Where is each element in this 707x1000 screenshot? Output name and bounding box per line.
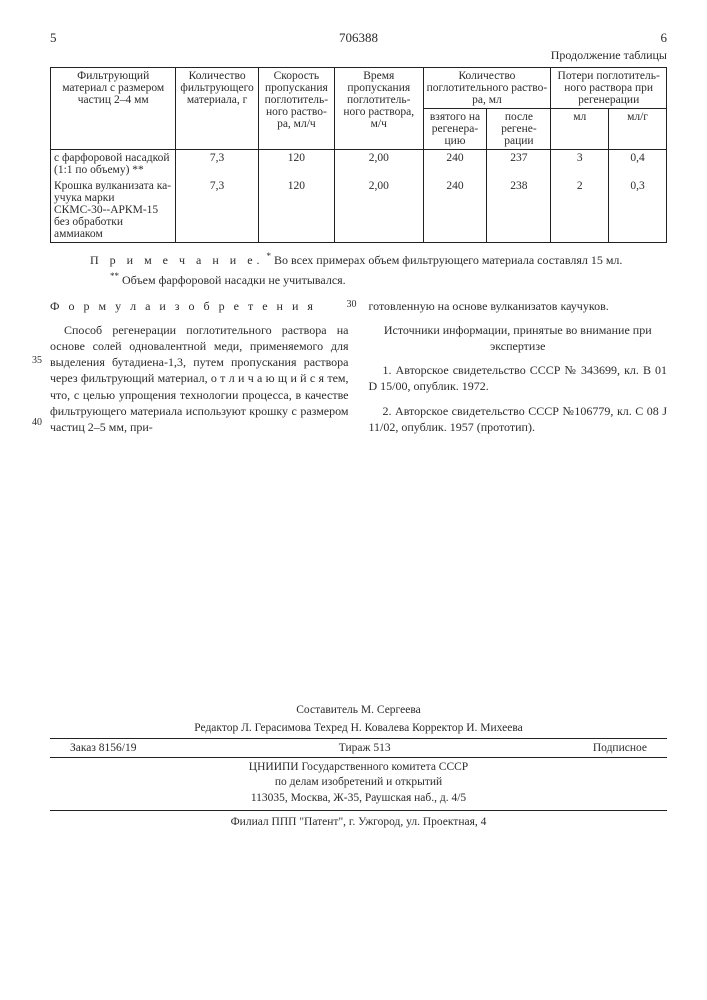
table-row: Крошка вул­канизата ка­учука марки СКМС-… xyxy=(51,178,667,243)
table-note-2: ** Объем фарфоровой насадки не учитывалс… xyxy=(110,271,667,288)
table-continuation-label: Продолжение таблицы xyxy=(50,48,667,63)
table-note-1: П р и м е ч а н и е. * Во всех примерах … xyxy=(90,251,667,269)
two-column-text: Ф о р м у л а и з о б р е т е н и я 35 4… xyxy=(50,298,667,444)
note-text: Объем фарфоровой насадки не учитывался. xyxy=(122,273,346,287)
cell: 0,3 xyxy=(609,178,667,243)
note-text: Во всех примерах объем фильтрующего мате… xyxy=(274,253,622,267)
asterisk-icon: * xyxy=(267,251,272,261)
cell: 3 xyxy=(551,150,609,179)
formula-title: Ф о р м у л а и з о б р е т е н и я xyxy=(50,298,349,314)
cell: 7,3 xyxy=(176,150,258,179)
left-column: Ф о р м у л а и з о б р е т е н и я 35 4… xyxy=(50,298,349,444)
cell-material: Крошка вул­канизата ка­учука марки СКМС-… xyxy=(51,178,176,243)
cell: 7,3 xyxy=(176,178,258,243)
col-rate: Ско­рость пропус­кания погло­титель­ного… xyxy=(258,68,334,150)
source-2: 2. Авторское свидетельство СССР №106779,… xyxy=(369,403,668,435)
org-line-2: по делам изобретений и открытий xyxy=(50,775,667,791)
col-loss-ml: мл xyxy=(551,109,609,150)
organisation-block: ЦНИИПИ Государственного комитета СССР по… xyxy=(50,760,667,812)
filial-line: Филиал ППП "Патент", г. Ужгород, ул. Про… xyxy=(50,815,667,831)
cell: 2 xyxy=(551,178,609,243)
header-numbers: 5 706388 6 xyxy=(50,30,667,46)
line-number: 35 xyxy=(32,354,42,368)
editors-line: Редактор Л. Герасимова Техред Н. Ковалев… xyxy=(50,721,667,740)
cell: 240 xyxy=(423,150,487,179)
cell: 0,4 xyxy=(609,150,667,179)
line-number: 30 xyxy=(347,298,357,312)
col-qty: Количес­тво фильт­рующего материа­ла, г xyxy=(176,68,258,150)
cell: 120 xyxy=(258,150,334,179)
col-after: после регене­рации xyxy=(487,109,551,150)
cell: 240 xyxy=(423,178,487,243)
cell-material: с фарфоровой насадкой (1:1 по объе­му) *… xyxy=(51,150,176,179)
order-line: Заказ 8156/19 Тираж 513 Подписное xyxy=(50,741,667,758)
note-label: П р и м е ч а н и е. xyxy=(90,253,264,267)
order-num: Заказ 8156/19 xyxy=(70,741,137,757)
right-p1: готовленную на основе вулканизатов ка­уч… xyxy=(369,298,668,314)
imprint-block: Составитель М. Сергеева Редактор Л. Гера… xyxy=(50,703,667,831)
cell: 2,00 xyxy=(335,178,424,243)
col-loss-mlg: мл/г xyxy=(609,109,667,150)
col-material: Фильтрующий материал с размером час­тиц … xyxy=(51,68,176,150)
right-col-number: 6 xyxy=(661,30,668,46)
col-taken: взято­го на реге­нера­цию xyxy=(423,109,487,150)
double-asterisk-icon: ** xyxy=(110,271,119,281)
line-number: 40 xyxy=(32,416,42,430)
col-loss: Потери поглотитель­ного раствора при рег… xyxy=(551,68,667,109)
compiler-line: Составитель М. Сергеева xyxy=(50,703,667,719)
col-amount: Количество поглотитель­ного раство­ра, м… xyxy=(423,68,551,109)
patent-number: 706388 xyxy=(57,30,661,46)
table-row: с фарфоровой насадкой (1:1 по объе­му) *… xyxy=(51,150,667,179)
sources-title: Источники информации, принятые во вниман… xyxy=(369,322,668,354)
cell: 120 xyxy=(258,178,334,243)
data-table: Фильтрующий материал с размером час­тиц … xyxy=(50,67,667,243)
source-1: 1. Авторское свидетельство СССР № 343699… xyxy=(369,362,668,394)
cell: 237 xyxy=(487,150,551,179)
formula-body: Способ регенерации поглотительного раств… xyxy=(50,322,349,435)
right-column: 30 готовленную на основе вулканизатов ка… xyxy=(369,298,668,444)
tirazh: Тираж 513 xyxy=(339,741,391,757)
org-line-1: ЦНИИПИ Государственного комитета СССР xyxy=(50,760,667,776)
cell: 238 xyxy=(487,178,551,243)
org-address: 113035, Москва, Ж-35, Раушская наб., д. … xyxy=(50,791,667,807)
col-time: Время пропуска­ния пог­лотитель­ного рас… xyxy=(335,68,424,150)
patent-page: 5 706388 6 Продолжение таблицы Фильтрующ… xyxy=(0,0,707,851)
subscription: Подписное xyxy=(593,741,647,757)
cell: 2,00 xyxy=(335,150,424,179)
